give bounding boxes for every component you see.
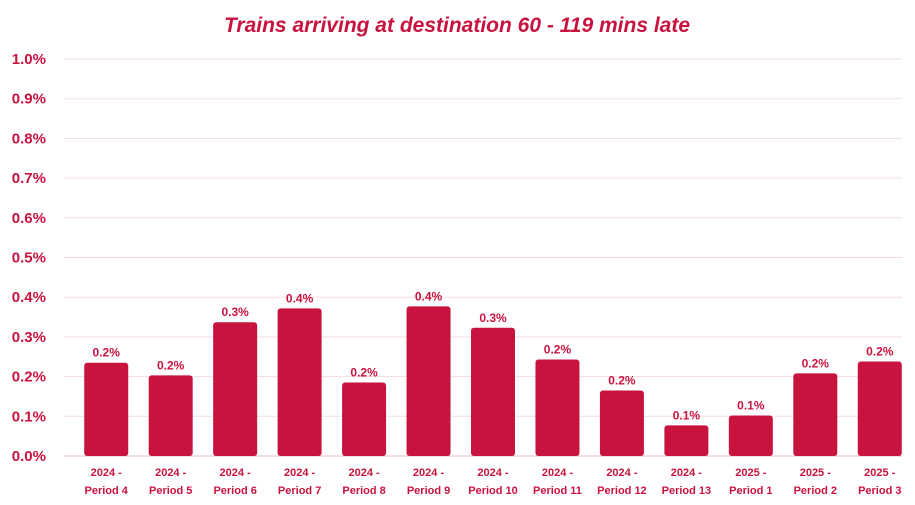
bar xyxy=(148,375,193,456)
bars xyxy=(84,306,902,456)
data-label: 0.2% xyxy=(157,358,185,372)
y-tick-label: 0.8% xyxy=(12,130,46,147)
bar xyxy=(599,390,644,456)
data-label: 0.3% xyxy=(221,305,249,319)
x-tick-label: 2025 -Period 2 xyxy=(794,467,837,497)
bar xyxy=(84,362,129,456)
x-tick-label: 2024 -Period 10 xyxy=(468,467,518,497)
data-label: 0.2% xyxy=(350,366,378,380)
bar xyxy=(342,382,387,456)
data-label: 0.4% xyxy=(415,289,443,303)
x-tick-label: 2025 -Period 1 xyxy=(729,467,772,497)
bar xyxy=(793,373,838,456)
data-label: 0.2% xyxy=(93,346,121,360)
y-tick-label: 0.9% xyxy=(12,91,46,108)
data-label: 0.2% xyxy=(866,345,894,359)
x-tick-label: 2024 -Period 7 xyxy=(278,467,321,497)
y-tick-label: 0.7% xyxy=(12,170,46,187)
x-tick-label: 2024 -Period 4 xyxy=(85,467,129,497)
chart-title: Trains arriving at destination 60 - 119 … xyxy=(224,14,690,37)
data-labels: 0.2% 0.2% 0.3% 0.4% 0.2% 0.4% 0.3% 0.2% 0.2% 0.1%… xyxy=(93,289,894,422)
data-label: 0.1% xyxy=(673,408,701,422)
bar xyxy=(728,415,773,456)
bar xyxy=(213,322,258,456)
bar xyxy=(471,327,515,456)
y-tick-label: 0.4% xyxy=(12,289,46,306)
bar xyxy=(406,306,451,456)
data-label: 0.4% xyxy=(286,291,314,305)
gridlines xyxy=(64,58,902,457)
data-label: 0.1% xyxy=(737,399,765,413)
y-tick-label: 0.2% xyxy=(12,369,46,386)
y-tick-label: 0.5% xyxy=(12,250,46,267)
y-axis-ticks: 0.0% 0.1% 0.2% 0.3% 0.4% 0.5% 0.6% 0.7% 0.8% 0.9%… xyxy=(12,51,46,465)
x-tick-label: 2024 -Period 5 xyxy=(149,467,192,497)
data-label: 0.2% xyxy=(608,373,636,387)
x-tick-label: 2024 -Period 13 xyxy=(662,467,712,497)
bar xyxy=(277,308,322,456)
x-tick-label: 2025 -Period 3 xyxy=(858,467,901,497)
y-tick-label: 0.3% xyxy=(12,329,46,346)
x-tick-label: 2024 -Period 8 xyxy=(342,467,385,497)
x-tick-label: 2024 -Period 12 xyxy=(597,467,647,497)
y-tick-label: 1.0% xyxy=(12,51,46,68)
bar xyxy=(857,361,902,456)
data-label: 0.2% xyxy=(544,343,572,357)
y-tick-label: 0.1% xyxy=(12,408,46,425)
data-label: 0.3% xyxy=(479,311,507,325)
x-tick-label: 2024 -Period 9 xyxy=(407,467,450,497)
y-tick-label: 0.0% xyxy=(12,448,46,465)
x-tick-label: 2024 -Period 11 xyxy=(533,467,582,497)
x-axis-ticks: 2024 -Period 4 2024 -Period 5 2024 -Period… xyxy=(85,467,902,497)
bar xyxy=(664,425,709,456)
x-tick-label: 2024 -Period 6 xyxy=(213,467,256,497)
data-label: 0.2% xyxy=(802,356,830,370)
bar xyxy=(535,359,580,456)
y-tick-label: 0.6% xyxy=(12,210,46,227)
